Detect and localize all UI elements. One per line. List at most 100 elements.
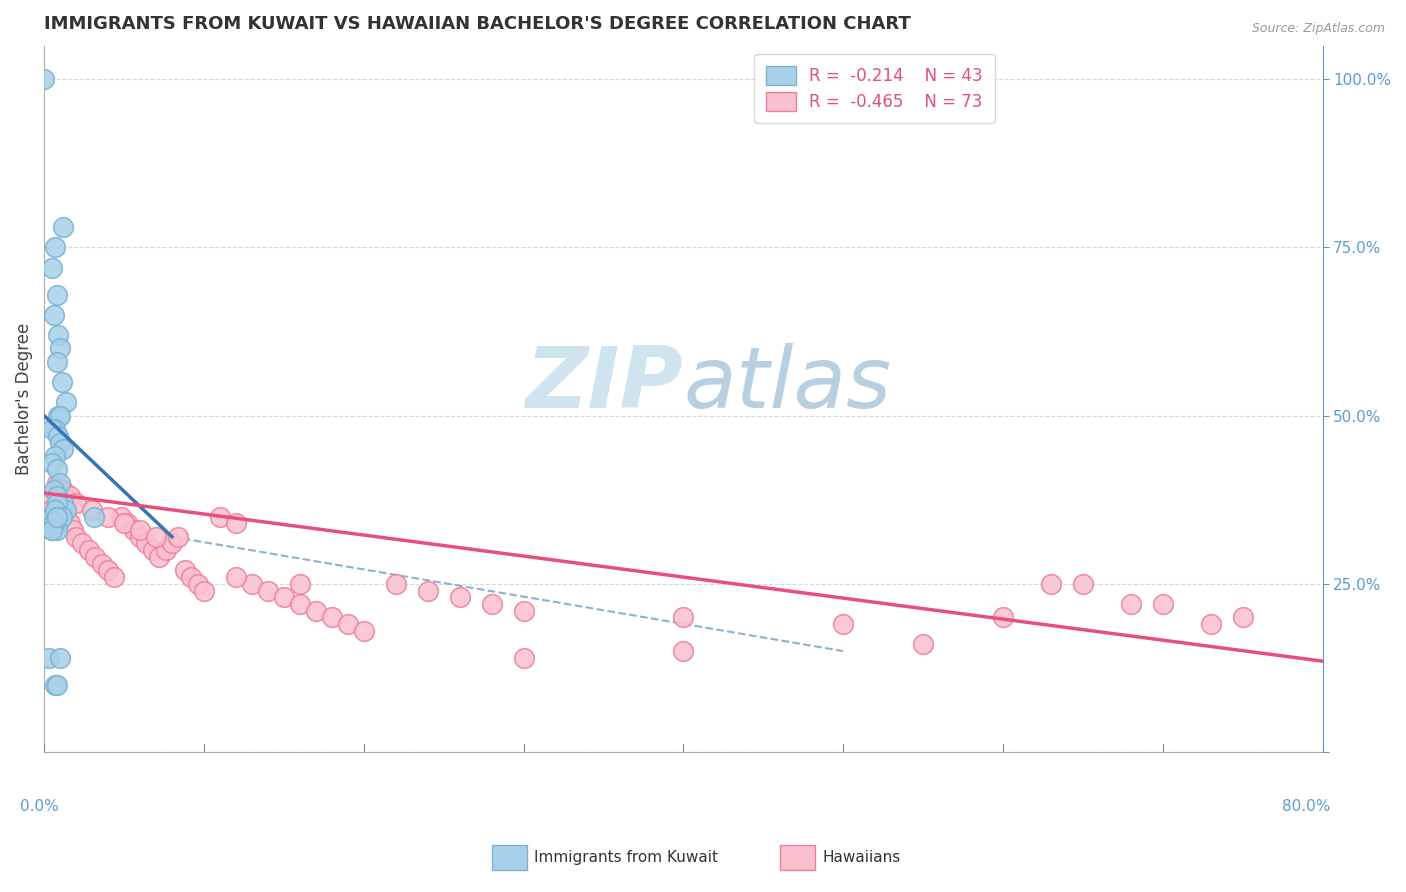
Point (155, 543, 177, 558)
Point (45, 678, 67, 692)
Point (481, 597, 503, 611)
Point (142, 543, 165, 558)
Point (273, 591, 295, 605)
Point (84, 549, 107, 564)
Point (42, 483, 65, 497)
Point (1232, 610, 1254, 624)
Point (41, 260, 63, 275)
Point (39, 509, 62, 524)
Point (48, 409, 70, 423)
Point (240, 577, 263, 591)
Point (38, 650, 60, 665)
Point (1152, 597, 1174, 611)
Point (48, 429, 70, 443)
Point (52, 442, 75, 457)
Point (225, 516, 247, 531)
Text: atlas: atlas (683, 343, 891, 426)
Point (45, 355, 67, 369)
Point (59, 489, 82, 503)
Point (129, 530, 152, 544)
Point (122, 523, 145, 537)
Point (44, 678, 66, 692)
Point (129, 523, 152, 537)
Legend: R =  -0.214    N = 43, R =  -0.465    N = 73: R = -0.214 N = 43, R = -0.465 N = 73 (755, 54, 994, 122)
Point (44, 449, 66, 463)
Point (180, 570, 202, 584)
Point (77, 543, 100, 558)
Point (45, 509, 67, 524)
Point (44, 503, 66, 517)
Point (115, 516, 138, 531)
Point (45, 496, 67, 510)
Point (49, 650, 72, 665)
Point (42, 308, 65, 322)
Point (45, 523, 67, 537)
Point (991, 610, 1014, 624)
Point (336, 617, 359, 632)
Point (51, 509, 73, 524)
Point (832, 617, 855, 632)
Point (65, 530, 87, 544)
Text: Hawaiians: Hawaiians (823, 850, 901, 864)
Point (45, 475, 67, 490)
Point (672, 644, 695, 658)
Point (208, 509, 231, 524)
Point (42, 509, 65, 524)
Point (52, 496, 75, 510)
Text: IMMIGRANTS FROM KUWAIT VS HAWAIIAN BACHELOR'S DEGREE CORRELATION CHART: IMMIGRANTS FROM KUWAIT VS HAWAIIAN BACHE… (44, 15, 911, 33)
Point (80, 503, 103, 517)
Point (1071, 577, 1094, 591)
Point (148, 549, 170, 564)
Point (49, 435, 72, 450)
Point (112, 516, 135, 531)
Point (321, 610, 343, 624)
Point (37, 489, 59, 503)
Point (52, 489, 75, 503)
Point (225, 570, 247, 584)
Text: Source: ZipAtlas.com: Source: ZipAtlas.com (1251, 22, 1385, 36)
Point (49, 342, 72, 356)
Point (1199, 617, 1222, 632)
Point (45, 489, 67, 503)
Point (59, 516, 82, 531)
Point (44, 422, 66, 436)
Point (90, 557, 112, 571)
Point (49, 475, 72, 490)
Point (41, 422, 63, 436)
Text: 0.0%: 0.0% (20, 799, 59, 814)
Point (42, 516, 65, 531)
Point (52, 220, 75, 235)
Point (51, 375, 73, 389)
Point (42, 509, 65, 524)
Point (32, 72, 55, 87)
Text: 80.0%: 80.0% (1282, 799, 1330, 814)
Point (45, 503, 67, 517)
Point (186, 577, 208, 591)
Point (44, 503, 66, 517)
Point (65, 496, 87, 510)
Y-axis label: Bachelor's Degree: Bachelor's Degree (15, 323, 32, 475)
Point (288, 597, 311, 611)
Point (48, 516, 70, 531)
Text: ZIP: ZIP (526, 343, 683, 426)
Point (97, 509, 120, 524)
Point (41, 523, 63, 537)
Text: Immigrants from Kuwait: Immigrants from Kuwait (534, 850, 718, 864)
Point (167, 530, 190, 544)
Point (353, 624, 375, 638)
Point (257, 583, 280, 598)
Point (48, 327, 70, 342)
Point (288, 577, 311, 591)
Point (45, 462, 67, 476)
Point (83, 509, 105, 524)
Point (160, 536, 183, 550)
Point (41, 523, 63, 537)
Point (72, 536, 94, 550)
Point (55, 503, 77, 517)
Point (384, 577, 406, 591)
Point (52, 483, 75, 497)
Point (512, 650, 534, 665)
Point (912, 637, 935, 651)
Point (110, 509, 132, 524)
Point (62, 523, 84, 537)
